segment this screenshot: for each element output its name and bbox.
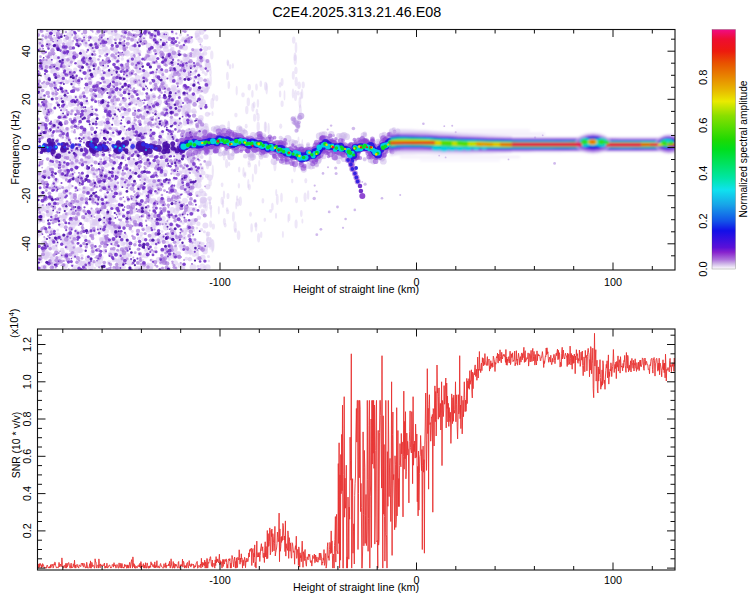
svg-text:-100: -100 (209, 276, 231, 288)
svg-text:100: 100 (604, 574, 622, 586)
svg-text:0.6: 0.6 (697, 118, 709, 133)
svg-text:Height of straight line (km): Height of straight line (km) (293, 581, 419, 593)
svg-text:0.4: 0.4 (697, 166, 709, 181)
svg-text:-20: -20 (20, 188, 32, 204)
svg-text:-100: -100 (209, 574, 231, 586)
svg-text:1.0: 1.0 (21, 374, 33, 389)
svg-text:0.2: 0.2 (697, 213, 709, 228)
svg-text:-40: -40 (20, 236, 32, 252)
svg-text:0.6: 0.6 (21, 449, 33, 464)
svg-text:Normalized spectral amplitude: Normalized spectral amplitude (738, 80, 749, 217)
svg-text:0: 0 (20, 144, 32, 150)
svg-text:0.0: 0.0 (697, 261, 709, 276)
svg-text:(x104): (x104) (7, 308, 20, 338)
svg-text:100: 100 (604, 276, 622, 288)
svg-text:1.2: 1.2 (21, 337, 33, 352)
svg-text:0.2: 0.2 (21, 523, 33, 538)
svg-text:20: 20 (20, 93, 32, 105)
svg-text:0.8: 0.8 (697, 70, 709, 85)
svg-text:Height of straight line (km): Height of straight line (km) (293, 283, 419, 295)
svg-text:Frequency (Hz): Frequency (Hz) (9, 110, 21, 184)
svg-text:0.8: 0.8 (21, 412, 33, 427)
svg-text:0.4: 0.4 (21, 486, 33, 501)
svg-text:40: 40 (20, 45, 32, 57)
svg-text:C2E4.2025.313.21.46.E08: C2E4.2025.313.21.46.E08 (272, 4, 441, 20)
